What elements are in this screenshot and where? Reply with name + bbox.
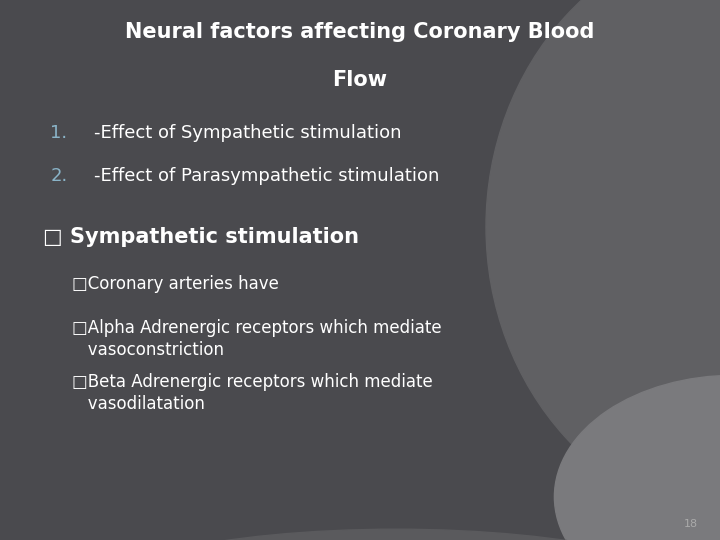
Text: 2.: 2.	[50, 167, 68, 185]
Text: □Beta Adrenergic receptors which mediate
   vasodilatation: □Beta Adrenergic receptors which mediate…	[72, 373, 433, 413]
Text: -Effect of Sympathetic stimulation: -Effect of Sympathetic stimulation	[94, 124, 401, 142]
Text: □Coronary arteries have: □Coronary arteries have	[72, 275, 279, 293]
Text: □Alpha Adrenergic receptors which mediate
   vasoconstriction: □Alpha Adrenergic receptors which mediat…	[72, 319, 441, 359]
Text: Neural factors affecting Coronary Blood: Neural factors affecting Coronary Blood	[125, 22, 595, 42]
Ellipse shape	[72, 529, 720, 540]
Ellipse shape	[554, 375, 720, 540]
Text: 18: 18	[684, 519, 698, 529]
Text: Flow: Flow	[333, 70, 387, 90]
Ellipse shape	[486, 0, 720, 524]
Text: -Effect of Parasympathetic stimulation: -Effect of Parasympathetic stimulation	[94, 167, 439, 185]
Text: 1.: 1.	[50, 124, 68, 142]
Text: □ Sympathetic stimulation: □ Sympathetic stimulation	[43, 227, 359, 247]
